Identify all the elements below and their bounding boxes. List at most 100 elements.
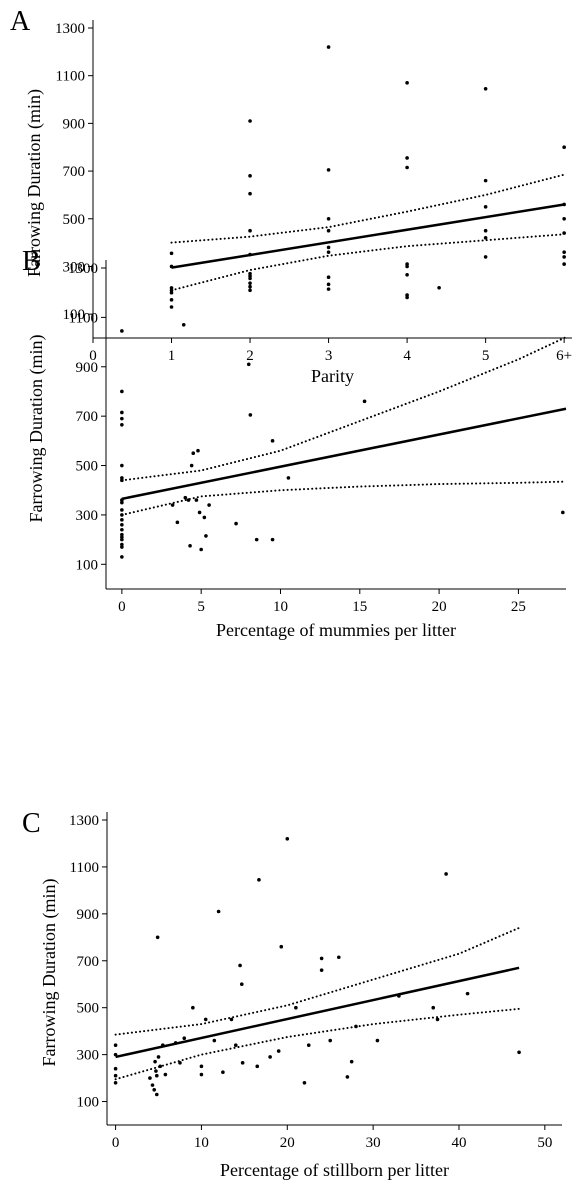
y-tick-label: 700 [77,954,100,970]
data-point [248,276,252,281]
panel-label: A [10,6,31,37]
data-point [156,1055,161,1059]
y-tick-label: 100 [63,307,86,323]
data-point [328,1038,333,1043]
x-tick-label: 5 [197,599,205,615]
data-point [238,963,242,968]
y-tick-label: 1300 [68,261,98,277]
data-point [120,555,124,559]
data-point [182,1036,187,1040]
x-axis-label: Parity [311,366,354,386]
data-point [279,944,284,949]
y-tick-label: 900 [76,360,99,376]
y-tick-label: 100 [76,557,99,573]
data-point [405,81,409,85]
y-tick-label: 300 [76,508,99,524]
y-tick-label: 1300 [55,21,85,37]
data-point [326,287,331,291]
data-point [152,1088,157,1092]
data-point [120,498,124,502]
data-point [170,503,175,507]
data-point [354,1024,358,1029]
data-point [148,1076,152,1080]
data-point [120,389,124,394]
x-tick-label: 20 [432,599,447,615]
confidence-band-upper [114,926,521,1036]
data-point [233,1043,238,1048]
data-point [154,1069,158,1073]
data-point [154,1073,159,1078]
data-point [234,521,238,526]
data-point [240,1061,245,1065]
data-point [517,1050,521,1055]
data-point [113,1043,118,1048]
x-tick-label: 3 [325,348,333,364]
data-point [120,478,124,483]
data-point [120,329,124,333]
y-tick-label: 900 [77,907,100,923]
data-point [345,1075,350,1079]
data-point [270,537,275,542]
data-point [248,119,252,123]
y-tick-label: 100 [77,1095,100,1111]
data-point [562,231,566,235]
data-point [248,228,252,233]
y-tick-label: 500 [63,212,86,228]
data-point [405,264,409,269]
x-axis-label: Percentage of mummies per litter [216,620,456,640]
data-point [120,537,124,542]
data-point [175,520,180,525]
data-point [362,399,367,404]
data-point [276,1049,281,1053]
data-point [405,295,409,300]
data-point [268,1055,272,1059]
data-point [155,935,160,940]
data-point [248,191,252,196]
data-point [561,510,565,515]
data-point [169,290,174,295]
data-point [153,1059,157,1064]
data-point [120,527,124,532]
data-point [120,508,124,512]
data-point [229,1017,234,1022]
data-point [483,236,488,240]
data-point [183,495,188,500]
data-point [375,1038,380,1043]
regression-line [171,203,565,269]
data-point [562,250,566,254]
data-point [257,878,261,882]
y-tick-label: 700 [76,409,99,425]
regression-line [115,966,520,1059]
data-point [397,994,401,998]
data-point [113,1066,118,1071]
x-tick-label: 10 [194,1135,209,1151]
data-point [120,523,124,527]
x-tick-label: 50 [537,1135,552,1151]
y-tick-label: 1300 [69,813,99,829]
data-point [562,262,566,266]
data-point [248,284,252,289]
data-point [120,532,124,537]
data-point [302,1080,307,1085]
data-point [483,87,488,91]
data-point [326,216,331,221]
data-point [191,1005,195,1010]
data-point [326,245,331,250]
data-point [255,1064,260,1069]
data-point [326,168,331,172]
x-tick-label: 4 [403,348,411,364]
x-tick-label: 30 [366,1135,381,1151]
data-point [199,1064,204,1069]
x-tick-label: 1 [168,348,176,364]
x-tick-label: 5 [482,348,490,364]
y-tick-label: 1100 [69,310,98,326]
data-point [163,1072,168,1077]
data-point [465,991,470,996]
data-point [306,1043,311,1048]
x-tick-label: 40 [451,1135,466,1151]
x-tick-label: 0 [89,348,97,364]
y-axis-label: Farrowing Duration (min) [26,335,47,523]
data-point [173,1041,178,1045]
confidence-band-lower [170,233,566,292]
